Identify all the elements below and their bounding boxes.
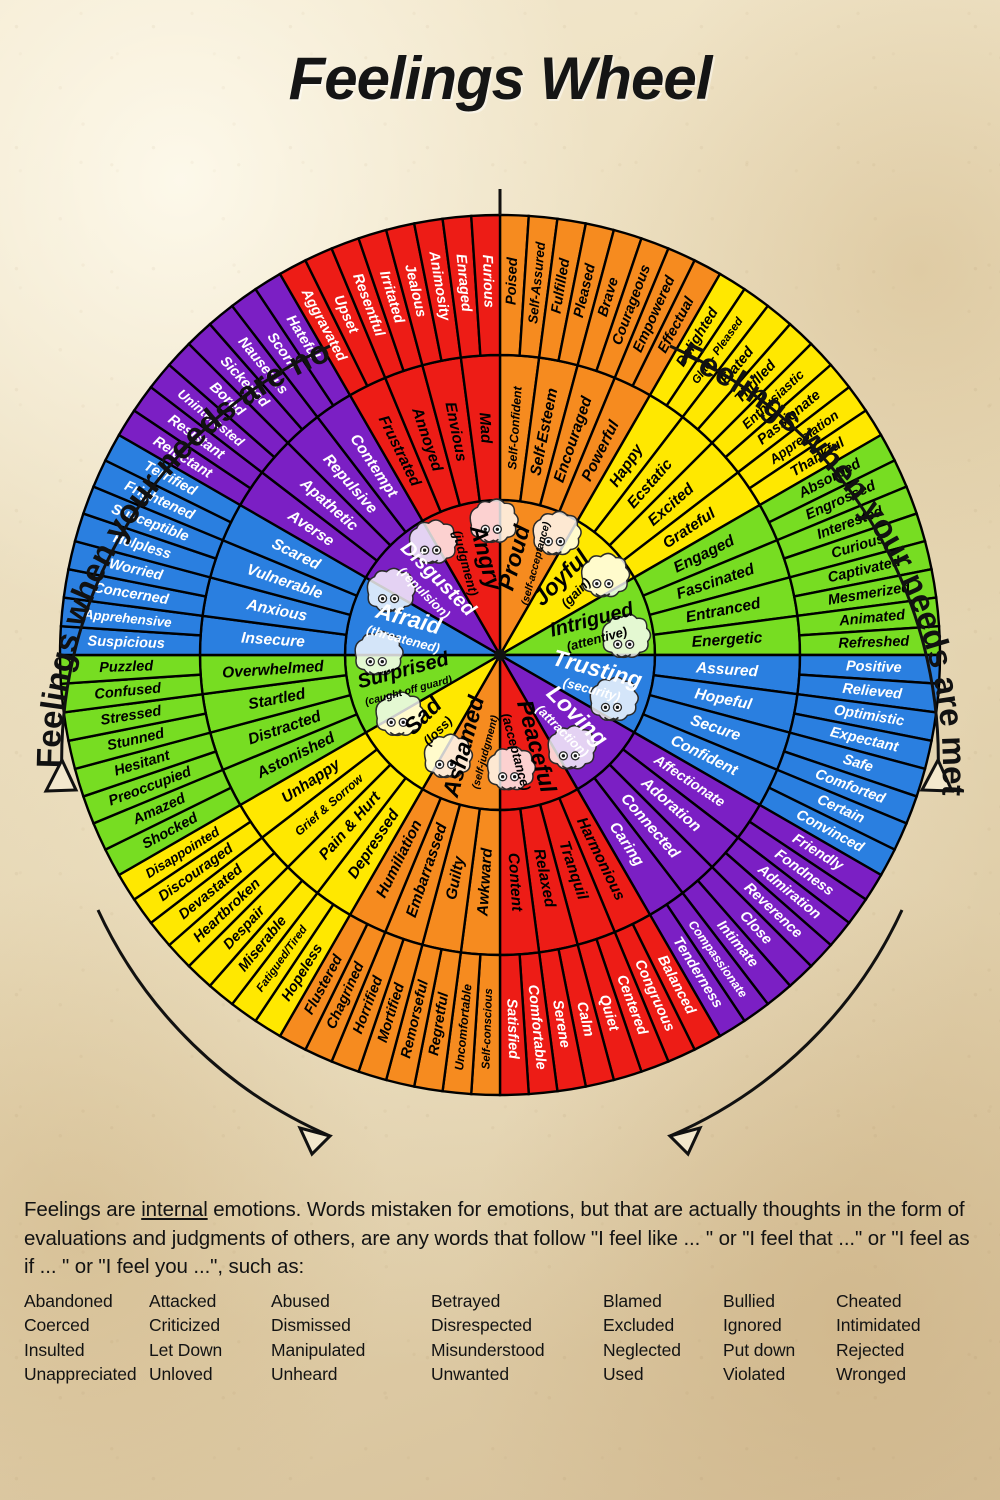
outer-ring-word: Serene	[549, 999, 573, 1049]
mistaken-word: Rejected	[836, 1339, 905, 1360]
mistaken-word: Unloved	[149, 1364, 213, 1384]
footer-paragraph: Feelings are internal emotions. Words mi…	[24, 1196, 976, 1282]
footer-part-2: emotions. Words mistaken for emotions, b…	[24, 1198, 970, 1278]
outer-ring-word: Positive	[846, 658, 902, 676]
mistaken-word: Blamed	[603, 1290, 662, 1311]
peaceful-face	[486, 745, 537, 791]
middle-ring-word: Mad	[476, 412, 495, 445]
outer-ring-word: Satisfied	[503, 998, 521, 1060]
middle-ring-word: Assured	[695, 659, 760, 680]
sad-face	[375, 691, 425, 737]
left-arc-pointer-lower	[96, 909, 331, 1138]
outer-ring-word: Enraged	[453, 253, 475, 313]
mistaken-word: Unappreciated	[24, 1364, 137, 1384]
right-arrow-head	[919, 756, 955, 793]
mistaken-word: Used	[603, 1364, 644, 1384]
footer-part-1: Feelings are	[24, 1198, 142, 1221]
middle-ring-word: Self-Confident	[505, 385, 524, 470]
left-arrow-head	[43, 756, 79, 793]
mistaken-word: Intimidated	[836, 1315, 921, 1335]
outer-ring-word: Suspicious	[87, 634, 165, 653]
trusting-face	[589, 676, 639, 722]
mistaken-word: Unheard	[271, 1364, 338, 1384]
joyful-face	[580, 552, 631, 598]
mistaken-word: Wronged	[836, 1364, 906, 1384]
mistaken-word: Betrayed	[431, 1290, 501, 1311]
outer-ring-word: Refreshed	[838, 634, 911, 652]
feelings-wheel-svg: Proud(self-acceptance)Self-Confident Self…	[0, 150, 973, 1157]
mistaken-word: Abused	[271, 1290, 330, 1311]
outer-ring-word: Relieved	[842, 681, 904, 703]
mistaken-word: Let Down	[149, 1339, 223, 1360]
middle-ring-word: Energetic	[691, 629, 763, 651]
mistaken-word: Neglected	[603, 1339, 681, 1360]
outer-ring-word: Puzzled	[99, 658, 155, 676]
mistaken-word: Misunderstood	[431, 1339, 545, 1360]
mistaken-word: Violated	[723, 1364, 786, 1384]
disgusted-face	[408, 519, 459, 564]
outer-ring-word: Calm	[573, 1000, 597, 1038]
middle-ring-word: Overwhelmed	[222, 658, 325, 682]
mistaken-word: Cheated	[836, 1290, 902, 1311]
page-title: Feelings Wheel	[288, 45, 713, 112]
mistaken-word: Abandoned	[24, 1290, 113, 1311]
afraid-face	[366, 567, 417, 613]
ashamed-face	[423, 733, 474, 779]
mistaken-word: Ignored	[723, 1315, 782, 1335]
outer-ring-word: Confused	[94, 680, 163, 703]
right-arc-pointer	[669, 344, 940, 777]
loving-face	[547, 724, 597, 770]
right-lower-arrow-head	[667, 1125, 703, 1157]
feelings-wheel: Proud (self-acceptance) Self-Confident Self…	[0, 150, 1000, 1160]
intrigued-face	[601, 613, 652, 659]
outer-ring-word: Animated	[838, 607, 907, 630]
angry-face	[469, 498, 519, 544]
outer-ring-word: Furious	[479, 254, 497, 308]
mistaken-word: Coerced	[24, 1315, 90, 1335]
mistaken-word: Dismissed	[271, 1315, 351, 1335]
outer-ring-word: Self-conscious	[480, 988, 495, 1069]
left-arc-pointer	[60, 344, 331, 777]
middle-ring-word: Insecure	[241, 630, 306, 651]
footer-emphasis-internal: internal	[141, 1198, 208, 1221]
middle-ring-word: Awkward	[474, 847, 496, 918]
wheel-center-dot	[494, 649, 506, 661]
footer-explanation: Feelings are internal emotions. Words mi…	[24, 1196, 976, 1387]
mistaken-word: Unwanted	[431, 1364, 510, 1384]
wheel-faces-layer	[354, 498, 652, 791]
mistaken-word: Excluded	[603, 1315, 675, 1335]
mistaken-word: Bullied	[723, 1290, 775, 1311]
mistaken-word: Disrespected	[431, 1315, 532, 1335]
page-title-wrapper: Feelings Wheel	[0, 44, 1000, 113]
surprised-face	[354, 630, 404, 676]
mistaken-word: Insulted	[24, 1339, 85, 1360]
outer-ring-word: Poised	[503, 256, 521, 305]
right-arc-pointer-lower	[669, 909, 904, 1138]
mistaken-word: Put down	[723, 1339, 796, 1360]
left-lower-arrow-head	[297, 1125, 333, 1157]
mistaken-word: Manipulated	[271, 1339, 366, 1360]
middle-ring-word: Content	[504, 852, 525, 912]
proud-face	[532, 510, 582, 556]
mistaken-word: Criticized	[149, 1315, 220, 1335]
mistaken-words-grid: Abandoned Attacked Abused Betrayed Blamed Bul…	[24, 1289, 976, 1387]
mistaken-word: Attacked	[149, 1290, 217, 1311]
